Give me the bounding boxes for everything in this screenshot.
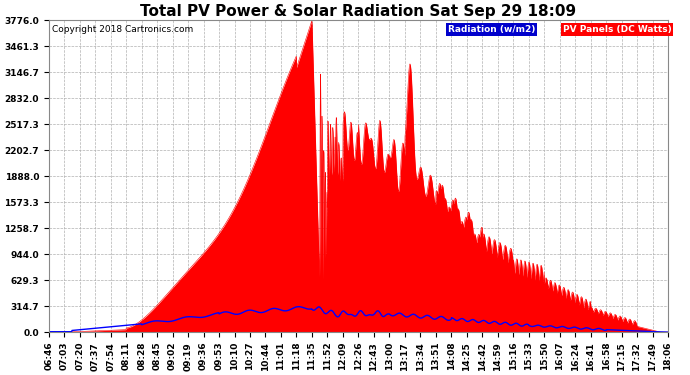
Title: Total PV Power & Solar Radiation Sat Sep 29 18:09: Total PV Power & Solar Radiation Sat Sep… bbox=[140, 4, 576, 19]
Text: Radiation (w/m2): Radiation (w/m2) bbox=[448, 25, 535, 34]
Text: Copyright 2018 Cartronics.com: Copyright 2018 Cartronics.com bbox=[52, 25, 193, 34]
Text: PV Panels (DC Watts): PV Panels (DC Watts) bbox=[563, 25, 671, 34]
